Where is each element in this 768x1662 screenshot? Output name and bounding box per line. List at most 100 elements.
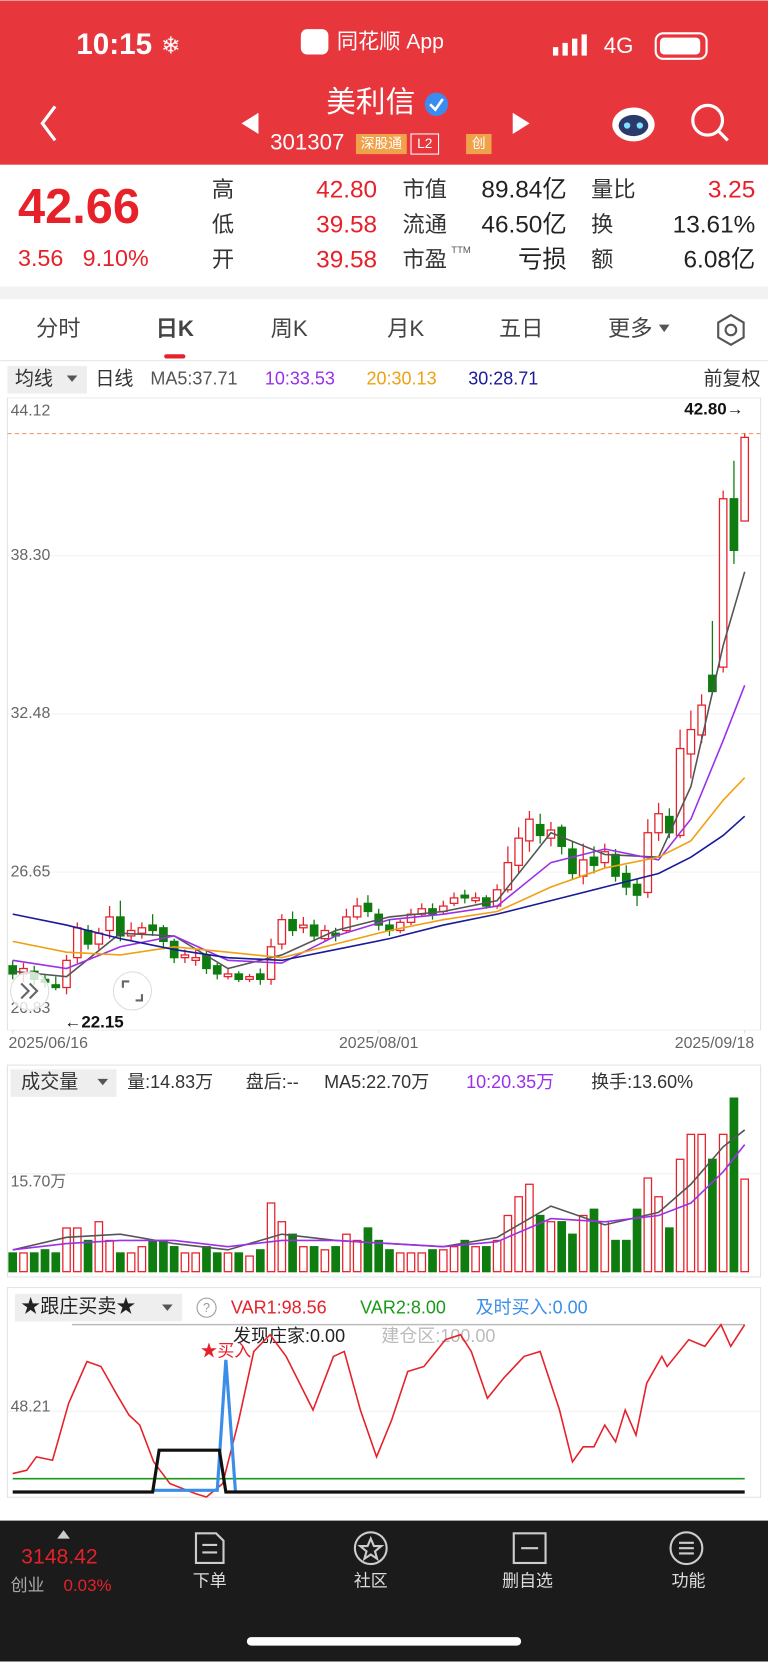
quote-value: 39.58 [316, 212, 377, 239]
volume-bar [643, 1177, 653, 1273]
badge: L2 [417, 136, 432, 151]
help-icon[interactable] [196, 1297, 217, 1318]
verified-check [429, 98, 444, 112]
status-network: 4G [604, 33, 634, 58]
candle-body [460, 894, 470, 899]
candle-body [342, 916, 351, 932]
indicator-selector[interactable] [14, 1293, 183, 1322]
volume-selector[interactable] [10, 1069, 117, 1097]
quote-label: 市值 [403, 177, 447, 202]
y-tick-label: 38.30 [11, 547, 51, 564]
nav-item[interactable]: 下单 [193, 1572, 227, 1591]
nav-item[interactable]: 社区 [354, 1572, 388, 1591]
candle-body [654, 813, 663, 834]
volume-bar [320, 1249, 330, 1273]
price-change: 3.56 [18, 245, 63, 271]
tab[interactable]: 周K [271, 316, 308, 341]
candle-body [449, 897, 459, 904]
volume-bar [492, 1239, 502, 1273]
robot-icon[interactable] [612, 107, 655, 142]
badge-bg [466, 133, 492, 155]
volume-bar [169, 1246, 179, 1273]
volume-bar [309, 1246, 319, 1273]
volume-bar [503, 1214, 513, 1273]
badge: 深股通 [361, 136, 403, 151]
indicator-legend: 及时买入:0.00 [476, 1297, 588, 1317]
last-price: 42.66 [18, 180, 140, 234]
volume-legend: MA5:22.70万 [324, 1072, 429, 1092]
separator [0, 286, 768, 300]
settings-icon[interactable] [717, 313, 745, 347]
tab[interactable]: 月K [387, 316, 424, 341]
volume-bar [557, 1221, 567, 1273]
tab[interactable]: 五日 [499, 316, 543, 341]
candle-body [212, 965, 222, 975]
back-button[interactable] [40, 105, 57, 142]
volume-bar [137, 1246, 147, 1273]
search-icon[interactable] [691, 103, 729, 142]
volume-bar [51, 1252, 61, 1273]
y-tick-label: 32.48 [11, 705, 51, 722]
ma-line [12, 815, 746, 962]
volume-bar [654, 1196, 663, 1273]
badge: 创 [472, 136, 486, 151]
candle-body [309, 924, 319, 937]
battery-level [659, 37, 701, 55]
snow-icon: ❄ [161, 32, 181, 58]
ma-legend: MA5:37.71 [150, 368, 237, 388]
candle-body [352, 905, 362, 918]
candle-body [503, 861, 513, 891]
quote-fields: 高 42.80 市值 89.84亿 量比 3.25 低 39.58 流通 46.50亿换 13.61… [212, 177, 755, 274]
candle-body [245, 976, 254, 981]
prev-stock[interactable] [241, 112, 259, 134]
ma-legend: 20:30.13 [367, 368, 437, 388]
x-tick-label: 2025/06/16 [8, 1035, 88, 1052]
indicator-line [152, 1359, 238, 1493]
indicator-line [12, 1448, 745, 1494]
volume-bar [352, 1239, 362, 1273]
nav-item[interactable]: 删自选 [502, 1572, 553, 1591]
y-tick-label: 15.70万 [11, 1173, 67, 1190]
next-stock[interactable] [512, 112, 530, 134]
volume-chart: 量:14.83万 盘后:-- MA5:22.70万 10:20.35万 换手:13.60… [7, 1072, 761, 1273]
volume-bar [245, 1255, 254, 1273]
quote-label: 额 [591, 247, 613, 272]
volume-bar [708, 1158, 717, 1273]
volume-bar [546, 1221, 556, 1273]
nav-item[interactable]: 功能 [672, 1572, 706, 1591]
volume-bar [460, 1239, 470, 1273]
ma-line [12, 571, 746, 978]
volume-bar [600, 1221, 610, 1273]
indicator-legend: 发现庄家:0.00 [233, 1326, 345, 1346]
volume-bar [740, 1178, 750, 1273]
volume-bar [621, 1239, 631, 1273]
high-label: 42.80→ [684, 400, 743, 419]
indicator-legend: 建仓区:100.00 [381, 1326, 495, 1346]
candle-body [675, 747, 685, 837]
tabs: 分时 日K 周K 月K 五日 更多 [36, 316, 670, 359]
tab[interactable]: 更多 [608, 316, 652, 341]
volume-bar [62, 1227, 71, 1273]
indicator-name: ★跟庄买卖★ [21, 1296, 135, 1318]
low-label: ←22.15 [64, 1012, 123, 1031]
indicator-chart: VAR1:98.56 VAR2:8.00 及时买入:0.00 发现庄家:0.00 建仓区… [7, 1297, 761, 1498]
candle-body [740, 436, 750, 522]
volume-bar [105, 1239, 114, 1273]
quote-label: 开 [212, 247, 234, 272]
x-tick-label: 2025/09/18 [675, 1035, 755, 1052]
y-tick-label: 26.65 [11, 863, 51, 880]
candle-body [83, 929, 93, 945]
quote-value: 46.50亿 [481, 212, 566, 239]
candle-body [525, 818, 534, 842]
volume-bar [342, 1233, 351, 1273]
dropdown-arrow [97, 1078, 109, 1086]
candle-body [729, 498, 739, 551]
dropdown-arrow [658, 324, 670, 333]
fullscreen[interactable] [112, 971, 153, 1011]
tab[interactable]: 日K [156, 316, 194, 341]
adjust-label[interactable]: 前复权 [703, 368, 760, 390]
help-mark: ? [203, 1300, 210, 1315]
volume-bar [675, 1158, 685, 1273]
candle-body [632, 883, 642, 896]
tab[interactable]: 分时 [36, 316, 80, 341]
